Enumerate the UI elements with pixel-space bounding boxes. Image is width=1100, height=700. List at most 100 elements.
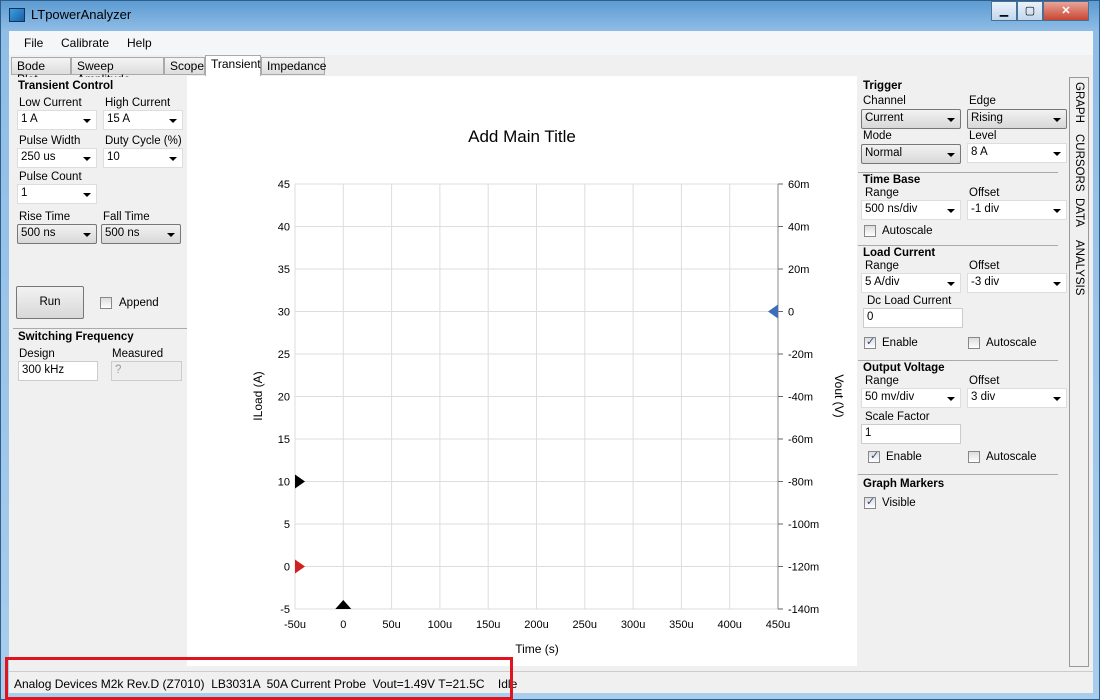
- markers-visible-checkbox[interactable]: [864, 495, 876, 509]
- channel-dropdown[interactable]: Current: [861, 109, 961, 129]
- rise-time-label: Rise Time: [19, 211, 71, 223]
- y-tick-label: 30: [278, 307, 290, 319]
- mode-label: Mode: [863, 130, 892, 142]
- chart-title: Add Main Title: [468, 127, 576, 146]
- chevron-down-icon: [169, 119, 177, 123]
- x-tick-label: 350u: [669, 619, 693, 631]
- value: Current: [865, 112, 904, 124]
- chevron-down-icon: [169, 157, 177, 161]
- range-label: Range: [865, 375, 899, 387]
- menu-file[interactable]: File: [24, 36, 44, 50]
- value: 500 ns: [21, 227, 56, 239]
- run-button[interactable]: Run: [16, 286, 84, 319]
- maximize-button[interactable]: ▢: [1017, 1, 1043, 21]
- section-title: Time Base: [863, 174, 921, 186]
- y2-tick-label: -100m: [788, 519, 819, 531]
- y-tick-label: 0: [284, 562, 290, 574]
- y2-tick-label: -20m: [788, 349, 813, 361]
- window-title: LTpowerAnalyzer: [31, 7, 132, 22]
- settings-panel: Trigger Channel Current Edge Rising Mode…: [858, 77, 1068, 667]
- status-temp: T=21.5C: [438, 677, 485, 691]
- rise-time-dropdown[interactable]: 500 ns: [17, 224, 97, 244]
- side-tab-analysis[interactable]: ANALYSIS: [1073, 240, 1085, 296]
- side-tab-data[interactable]: DATA: [1073, 198, 1085, 227]
- tab-sweep-amplitude[interactable]: Sweep Amplitude: [71, 57, 164, 86]
- highlight-box: [5, 657, 513, 700]
- vout-offset-dropdown[interactable]: 3 div: [967, 388, 1067, 408]
- range-label: Range: [865, 187, 899, 199]
- value: 1: [21, 187, 28, 199]
- scale-factor-input[interactable]: 1: [861, 424, 961, 444]
- x-tick-label: -50u: [284, 619, 306, 631]
- chevron-down-icon: [947, 153, 955, 157]
- value: 250 us: [21, 151, 56, 163]
- y-tick-label: 35: [278, 264, 290, 276]
- chevron-down-icon: [947, 282, 955, 286]
- offset-label: Offset: [969, 260, 1000, 272]
- status-vout: Vout=1.49V: [372, 677, 436, 691]
- transient-control-panel: Transient Control Low Current 1 A High C…: [13, 77, 187, 667]
- minimize-button[interactable]: ▁: [991, 1, 1017, 21]
- section-title: Transient Control: [18, 80, 114, 92]
- timebase-offset-dropdown[interactable]: -1 div: [967, 200, 1067, 220]
- menu-calibrate[interactable]: Calibrate: [61, 36, 110, 50]
- high-current-dropdown[interactable]: 15 A: [103, 110, 183, 130]
- chevron-down-icon: [947, 209, 955, 213]
- x-tick-label: 400u: [717, 619, 741, 631]
- range-label: Range: [865, 260, 899, 272]
- load-autoscale-checkbox[interactable]: [968, 337, 980, 349]
- mode-dropdown[interactable]: Normal: [861, 144, 961, 164]
- pulse-width-dropdown[interactable]: 250 us: [17, 148, 97, 168]
- section-title: Graph Markers: [863, 478, 945, 490]
- status-text: Analog Devices M2k Rev.D (Z7010) LB3031A…: [14, 677, 517, 691]
- vout-autoscale-checkbox[interactable]: [968, 451, 980, 463]
- tab-bode-plot[interactable]: Bode Plot: [11, 57, 71, 86]
- close-button[interactable]: ✕: [1043, 1, 1089, 21]
- edge-dropdown[interactable]: Rising: [967, 109, 1067, 129]
- dc-load-current-input[interactable]: 0: [863, 308, 963, 328]
- duty-cycle-dropdown[interactable]: 10: [103, 148, 183, 168]
- value: 1 A: [21, 113, 38, 125]
- side-tab-cursors[interactable]: CURSORS: [1073, 134, 1085, 192]
- section-title: Output Voltage: [863, 362, 945, 374]
- tab-scope[interactable]: Scope: [164, 57, 205, 75]
- dc-load-current-label: Dc Load Current: [867, 295, 952, 307]
- y-tick-label: 5: [284, 519, 290, 531]
- y-tick-label: 40: [278, 222, 290, 234]
- y2-tick-label: 0: [788, 307, 794, 319]
- low-current-dropdown[interactable]: 1 A: [17, 110, 97, 130]
- y-tick-label: 25: [278, 349, 290, 361]
- vout-range-dropdown[interactable]: 50 mv/div: [861, 388, 961, 408]
- enable-label: Enable: [882, 337, 918, 349]
- timebase-autoscale-checkbox[interactable]: [864, 225, 876, 237]
- tab-transient[interactable]: Transient: [205, 55, 261, 76]
- tab-impedance[interactable]: Impedance: [261, 57, 326, 75]
- trigger-level-marker: [295, 474, 305, 489]
- load-range-dropdown[interactable]: 5 A/div: [861, 273, 961, 293]
- menu-help[interactable]: Help: [127, 36, 152, 50]
- x-tick-label: 200u: [524, 619, 548, 631]
- status-device: Analog Devices M2k Rev.D (Z7010): [14, 677, 205, 691]
- status-probe: 50A Current Probe: [266, 677, 366, 691]
- chevron-down-icon: [83, 193, 91, 197]
- app-icon: [9, 8, 25, 22]
- level-dropdown[interactable]: 8 A: [967, 143, 1067, 163]
- offset-label: Offset: [969, 187, 1000, 199]
- pulse-count-dropdown[interactable]: 1: [17, 184, 97, 204]
- divider: [13, 328, 187, 329]
- chevron-down-icon: [83, 157, 91, 161]
- vout-enable-checkbox[interactable]: [868, 449, 880, 463]
- design-frequency-input[interactable]: 300 kHz: [18, 361, 98, 381]
- current-offset-marker: [295, 559, 305, 574]
- timebase-range-dropdown[interactable]: 500 ns/div: [861, 200, 961, 220]
- fall-time-dropdown[interactable]: 500 ns: [101, 224, 181, 244]
- low-current-label: Low Current: [19, 97, 82, 109]
- append-checkbox[interactable]: [100, 297, 112, 309]
- side-tab-graph[interactable]: GRAPH: [1073, 82, 1085, 123]
- value: -1 div: [971, 203, 1000, 215]
- x-axis-label: Time (s): [515, 642, 559, 656]
- load-enable-checkbox[interactable]: [864, 335, 876, 349]
- load-offset-dropdown[interactable]: -3 div: [967, 273, 1067, 293]
- autoscale-label: Autoscale: [986, 451, 1037, 463]
